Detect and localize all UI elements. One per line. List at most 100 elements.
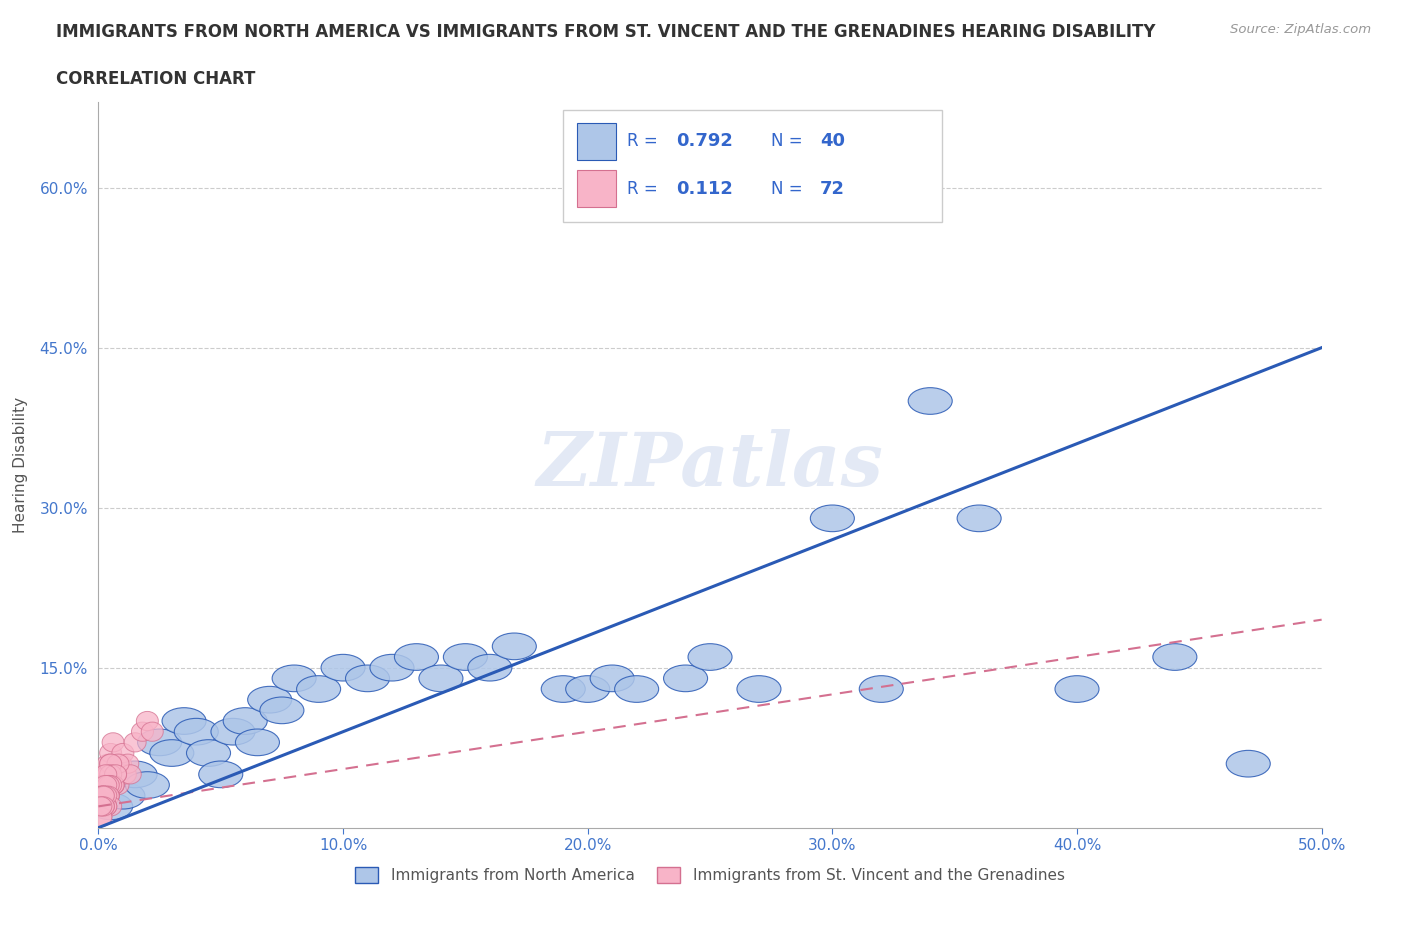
Ellipse shape	[565, 676, 610, 702]
Ellipse shape	[124, 733, 146, 752]
Ellipse shape	[103, 776, 124, 794]
Text: N =: N =	[772, 179, 808, 197]
Ellipse shape	[93, 797, 114, 816]
Ellipse shape	[97, 764, 120, 784]
Ellipse shape	[94, 797, 117, 816]
Ellipse shape	[136, 711, 159, 731]
Ellipse shape	[591, 665, 634, 692]
Ellipse shape	[90, 786, 112, 805]
Ellipse shape	[100, 754, 122, 774]
Ellipse shape	[103, 733, 124, 752]
Ellipse shape	[107, 754, 129, 774]
Ellipse shape	[664, 665, 707, 692]
Ellipse shape	[688, 644, 733, 671]
Ellipse shape	[97, 764, 120, 784]
Ellipse shape	[93, 797, 114, 816]
Ellipse shape	[162, 708, 207, 735]
Ellipse shape	[93, 797, 114, 816]
Ellipse shape	[957, 505, 1001, 532]
Ellipse shape	[97, 786, 120, 805]
Ellipse shape	[93, 786, 114, 805]
Ellipse shape	[187, 739, 231, 766]
Ellipse shape	[103, 776, 124, 794]
Ellipse shape	[101, 782, 145, 809]
Ellipse shape	[370, 655, 413, 681]
Ellipse shape	[395, 644, 439, 671]
Text: 40: 40	[820, 132, 845, 151]
Ellipse shape	[141, 722, 163, 741]
Ellipse shape	[110, 754, 131, 774]
Ellipse shape	[94, 797, 117, 816]
Ellipse shape	[120, 764, 141, 784]
Ellipse shape	[211, 718, 254, 745]
Ellipse shape	[174, 718, 218, 745]
Text: 0.792: 0.792	[676, 132, 733, 151]
Ellipse shape	[104, 764, 127, 784]
Ellipse shape	[468, 655, 512, 681]
Ellipse shape	[224, 708, 267, 735]
Ellipse shape	[688, 153, 733, 179]
Ellipse shape	[94, 797, 117, 816]
Ellipse shape	[94, 776, 117, 794]
Ellipse shape	[93, 786, 114, 805]
Ellipse shape	[93, 786, 114, 805]
Ellipse shape	[93, 786, 114, 805]
Ellipse shape	[125, 772, 169, 798]
Ellipse shape	[614, 676, 658, 702]
Ellipse shape	[859, 676, 903, 702]
Ellipse shape	[443, 644, 488, 671]
Ellipse shape	[93, 786, 114, 805]
Ellipse shape	[90, 797, 112, 816]
Ellipse shape	[89, 793, 132, 819]
Ellipse shape	[273, 665, 316, 692]
Ellipse shape	[97, 754, 120, 774]
Ellipse shape	[100, 754, 122, 774]
Text: ZIPatlas: ZIPatlas	[537, 429, 883, 501]
Ellipse shape	[103, 776, 124, 794]
Ellipse shape	[90, 797, 112, 816]
Ellipse shape	[90, 797, 112, 816]
Ellipse shape	[100, 797, 122, 816]
Text: 0.112: 0.112	[676, 179, 733, 197]
Ellipse shape	[93, 776, 114, 794]
Text: 72: 72	[820, 179, 845, 197]
Ellipse shape	[93, 786, 114, 805]
Ellipse shape	[94, 786, 117, 805]
Ellipse shape	[419, 665, 463, 692]
Ellipse shape	[346, 665, 389, 692]
Ellipse shape	[94, 764, 117, 784]
Ellipse shape	[1226, 751, 1270, 777]
Ellipse shape	[94, 786, 117, 805]
Text: Source: ZipAtlas.com: Source: ZipAtlas.com	[1230, 23, 1371, 36]
Ellipse shape	[104, 764, 127, 784]
Text: R =: R =	[627, 179, 668, 197]
Ellipse shape	[737, 676, 780, 702]
Ellipse shape	[150, 739, 194, 766]
Ellipse shape	[112, 761, 157, 788]
Ellipse shape	[107, 776, 129, 794]
Ellipse shape	[198, 761, 243, 788]
Ellipse shape	[90, 807, 112, 827]
Ellipse shape	[93, 786, 114, 805]
Ellipse shape	[94, 776, 117, 794]
Ellipse shape	[908, 388, 952, 415]
Ellipse shape	[117, 754, 139, 774]
Ellipse shape	[94, 776, 117, 794]
Ellipse shape	[97, 776, 120, 794]
Ellipse shape	[94, 776, 117, 794]
Y-axis label: Hearing Disability: Hearing Disability	[14, 397, 28, 533]
Ellipse shape	[90, 797, 112, 816]
Ellipse shape	[131, 722, 153, 741]
Ellipse shape	[94, 764, 117, 784]
Ellipse shape	[112, 743, 134, 763]
Ellipse shape	[100, 743, 122, 763]
Text: N =: N =	[772, 132, 808, 151]
Ellipse shape	[90, 797, 112, 816]
Ellipse shape	[94, 786, 117, 805]
Ellipse shape	[260, 697, 304, 724]
Text: CORRELATION CHART: CORRELATION CHART	[56, 70, 256, 87]
Ellipse shape	[90, 786, 112, 805]
Ellipse shape	[100, 764, 122, 784]
Legend: Immigrants from North America, Immigrants from St. Vincent and the Grenadines: Immigrants from North America, Immigrant…	[349, 861, 1071, 889]
Ellipse shape	[90, 797, 112, 816]
